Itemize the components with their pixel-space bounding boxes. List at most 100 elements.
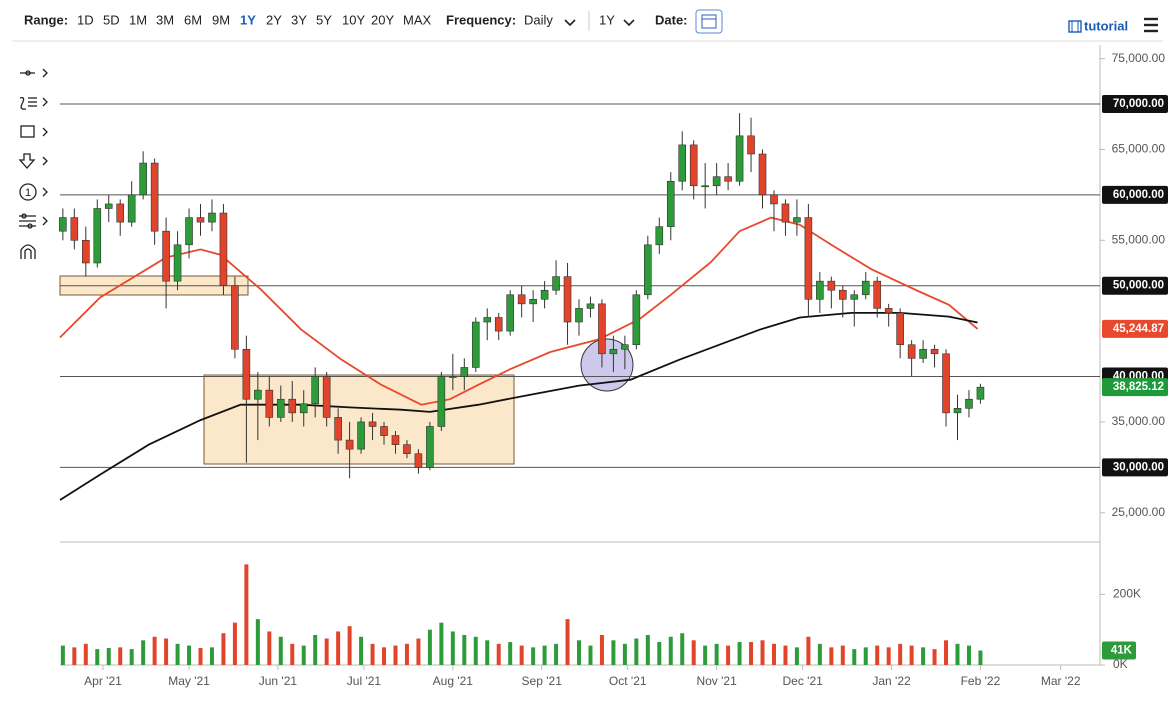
volume-bar: [347, 626, 352, 665]
level-label: 30,000.00: [1113, 461, 1164, 473]
candle-body: [953, 408, 962, 414]
volume-bar: [886, 647, 891, 665]
counter-tool[interactable]: [19, 183, 48, 201]
volume-bar: [680, 633, 685, 665]
volume-bar: [118, 647, 123, 665]
fib-tool[interactable]: [19, 213, 48, 229]
level-label: 60,000.00: [1113, 189, 1164, 201]
arrow-tool[interactable]: [18, 153, 48, 169]
volume-bar: [301, 645, 306, 665]
price-label: 38,825.12: [1113, 381, 1164, 393]
candle-body: [701, 185, 709, 188]
volume-bar: [370, 643, 375, 665]
price-label-box: [1102, 378, 1168, 397]
y-tick-label: 55,000.00: [1112, 232, 1166, 246]
range-label: Range:: [24, 12, 68, 27]
candle-body: [196, 217, 205, 223]
volume-bar: [634, 638, 639, 665]
x-tick-label: Jan '22: [872, 674, 911, 688]
annotation-circle: [580, 338, 634, 392]
moving-average: [59, 312, 978, 501]
volume-label: 41K: [1111, 645, 1133, 657]
candle-body: [116, 203, 125, 223]
candle-body: [288, 398, 297, 414]
volume-bar: [450, 631, 455, 665]
candle-body: [873, 280, 882, 309]
dropdown-caret: [564, 19, 576, 27]
volume-bar: [599, 635, 604, 665]
volume-bar: [382, 647, 387, 665]
candle-body: [391, 435, 400, 445]
candle-body: [357, 421, 365, 450]
volume-bar: [955, 643, 960, 665]
crosshair-tool[interactable]: [20, 68, 48, 78]
candle-body: [655, 226, 664, 246]
candle-body: [965, 398, 973, 409]
candle-body: [678, 144, 687, 182]
y-tick-label: 200K: [1113, 587, 1141, 601]
volume-bar: [806, 636, 811, 665]
candle-body: [621, 344, 629, 350]
candle-body: [82, 239, 90, 264]
candle-body: [449, 376, 457, 378]
volume-bar: [657, 642, 662, 665]
candle-body: [345, 439, 354, 450]
frequency-label: Frequency:: [446, 12, 516, 27]
range-button[interactable]: MAX: [403, 12, 432, 27]
range-button[interactable]: 2Y: [266, 12, 282, 27]
candle-body: [552, 276, 560, 291]
range-button[interactable]: 1Y: [240, 12, 256, 27]
magnet-tool[interactable]: [20, 244, 36, 259]
volume-bar: [531, 647, 536, 665]
candle-body: [437, 376, 446, 427]
x-tick-label: Nov '21: [696, 674, 737, 688]
volume-bar: [611, 640, 616, 665]
candle-body: [426, 426, 434, 468]
volume-bar: [462, 635, 467, 665]
range-button[interactable]: 3Y: [291, 12, 307, 27]
period-select[interactable]: 1Y: [599, 12, 615, 27]
range-button[interactable]: 6M: [184, 12, 202, 27]
y-tick-label: 75,000.00: [1112, 51, 1166, 65]
range-button[interactable]: 5Y: [316, 12, 332, 27]
volume-bar: [106, 648, 111, 665]
volume-bar: [875, 645, 880, 665]
range-button[interactable]: 1M: [129, 12, 147, 27]
candle-body: [793, 217, 801, 223]
shape-tool[interactable]: [20, 125, 48, 138]
candle-body: [758, 153, 767, 196]
volume-bar: [60, 645, 65, 665]
candle-body: [644, 244, 652, 296]
trendline-tool[interactable]: [19, 96, 48, 110]
volume-bar: [840, 645, 845, 665]
volume-bar: [668, 636, 673, 665]
candle-body: [804, 217, 813, 300]
range-button[interactable]: 9M: [212, 12, 230, 27]
candle-body: [139, 162, 147, 196]
range-button[interactable]: 3M: [156, 12, 174, 27]
volume-bar: [542, 645, 547, 665]
range-button[interactable]: 20Y: [371, 12, 394, 27]
x-tick-label: Jul '21: [347, 674, 382, 688]
volume-bar: [244, 564, 249, 665]
volume-bar: [978, 650, 983, 665]
tutorial-link[interactable]: tutorial: [1084, 18, 1128, 33]
candle-body: [735, 135, 744, 182]
annotation-box: [203, 374, 515, 465]
calendar-button[interactable]: [695, 9, 723, 34]
x-tick-label: Dec '21: [783, 674, 824, 688]
frequency-select[interactable]: Daily: [524, 12, 553, 27]
range-button[interactable]: 5D: [103, 12, 120, 27]
volume-bar: [852, 649, 857, 665]
range-button[interactable]: 10Y: [342, 12, 365, 27]
range-button[interactable]: 1D: [77, 12, 94, 27]
y-tick-label: 0K: [1113, 657, 1128, 671]
candle-body: [59, 217, 67, 232]
menu-button[interactable]: [1144, 17, 1158, 33]
candle-body: [770, 194, 778, 205]
volume-bar: [324, 638, 329, 665]
level-label-box: [1102, 276, 1168, 295]
volume-bar: [83, 643, 88, 665]
volume-bar: [703, 645, 708, 665]
level-label: 70,000.00: [1113, 98, 1164, 110]
